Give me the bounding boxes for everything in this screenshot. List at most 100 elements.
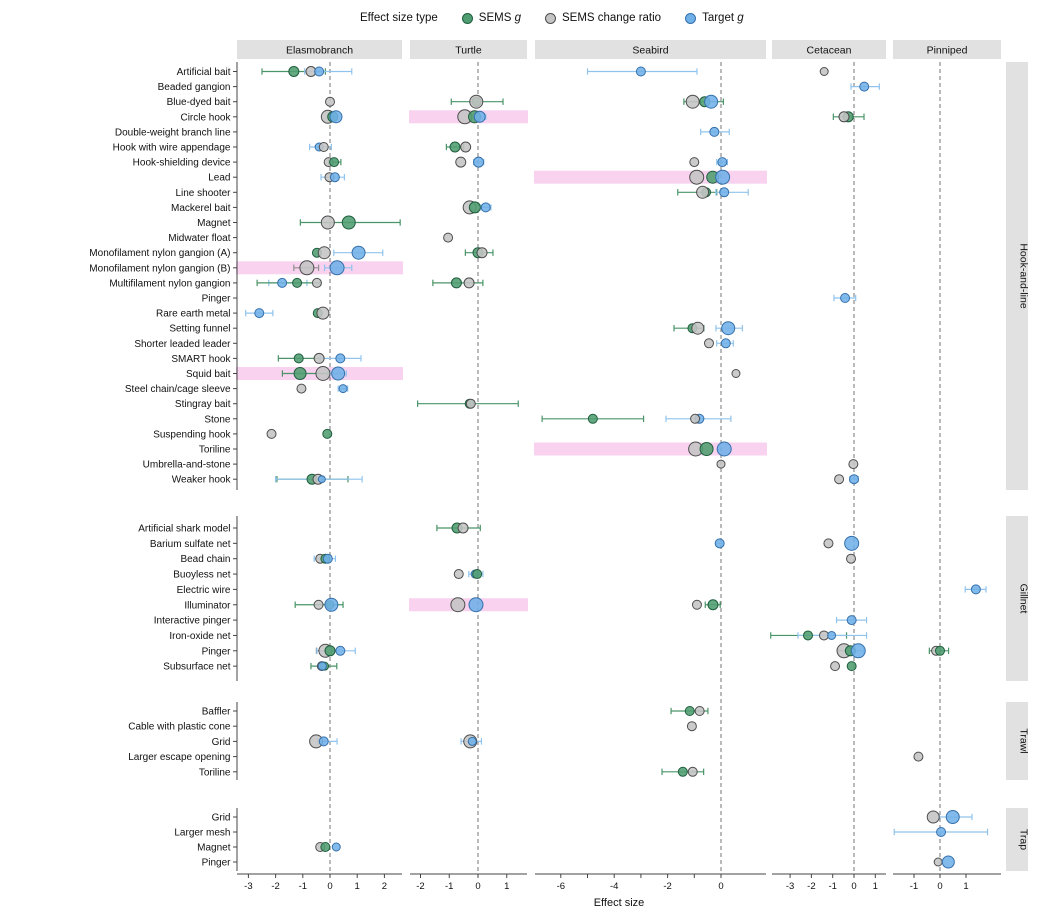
row-label: SMART hook xyxy=(171,354,231,365)
x-tick-label: -3 xyxy=(244,881,252,892)
row-label: Toriline xyxy=(199,445,231,456)
data-point-g xyxy=(472,569,483,580)
gear-strip-gillnet xyxy=(1006,516,1028,681)
data-point-t xyxy=(324,597,339,612)
data-point-cr xyxy=(450,597,466,613)
data-point-t xyxy=(329,260,345,276)
data-point-t xyxy=(849,474,859,485)
panel-header-seabird xyxy=(535,40,766,59)
x-tick-label: -1 xyxy=(299,881,307,892)
row-label: Magnet xyxy=(197,218,231,229)
data-point-cr xyxy=(685,94,700,109)
data-point-t xyxy=(715,169,731,185)
x-tick-label: -1 xyxy=(445,881,453,892)
data-point-t xyxy=(716,441,732,457)
data-point-t xyxy=(317,661,327,671)
data-point-cr xyxy=(848,459,859,470)
row-label: Multifilament nylon gangion xyxy=(109,278,230,289)
data-point-t xyxy=(473,110,486,123)
row-label: Baffler xyxy=(202,707,231,718)
x-tick-label: -2 xyxy=(416,881,424,892)
data-point-cr xyxy=(315,366,331,381)
data-point-t xyxy=(314,66,325,77)
data-point-cr xyxy=(689,157,700,168)
data-point-g xyxy=(677,766,688,777)
gear-strip-label: Gillnet xyxy=(1018,584,1030,614)
row-label: Artificial shark model xyxy=(138,524,230,535)
data-point-g xyxy=(320,842,331,852)
data-point-cr xyxy=(317,246,331,260)
data-point-t xyxy=(467,736,477,746)
x-tick-label: 0 xyxy=(475,881,480,892)
data-point-cr xyxy=(913,751,924,762)
legend-item-label: SEMS change ratio xyxy=(561,12,662,24)
gear-strip-label: Trap xyxy=(1018,829,1030,850)
data-point-t xyxy=(941,855,955,869)
data-point-t xyxy=(844,535,860,551)
data-point-g xyxy=(699,442,714,456)
row-label: Subsurface net xyxy=(163,662,230,673)
row-label: Pinger xyxy=(202,858,232,869)
x-tick-label: -2 xyxy=(271,881,279,892)
highlight-band xyxy=(236,261,403,275)
highlight-band xyxy=(534,170,767,184)
data-point-cr xyxy=(703,338,714,349)
data-point-cr xyxy=(926,810,940,824)
data-point-t xyxy=(840,293,851,303)
data-point-g xyxy=(324,645,336,657)
row-label: Beaded gangion xyxy=(158,82,231,93)
data-point-cr xyxy=(457,522,469,534)
data-point-cr xyxy=(691,599,702,610)
row-label: Umbrella-and-stone xyxy=(143,460,231,471)
data-point-t xyxy=(480,202,491,213)
gear-strip-hook xyxy=(1006,62,1028,490)
row-label: Squid bait xyxy=(186,369,231,380)
data-point-cr xyxy=(834,474,845,485)
x-tick-label: -2 xyxy=(807,881,815,892)
gear-strip-trap xyxy=(1006,808,1028,871)
data-point-cr xyxy=(465,398,476,409)
axes-layer: Elasmobranch -3 -2 -1 0 1 2 Turtle -2 -1 0 1 Seabird… xyxy=(89,40,1030,909)
data-point-cr xyxy=(838,111,850,123)
gear-strip-trawl xyxy=(1006,702,1028,780)
data-point-cr xyxy=(716,459,726,469)
x-tick-label: -4 xyxy=(610,881,618,892)
legend-item-target-g: Target g xyxy=(685,12,744,24)
target-g-dot-icon xyxy=(685,12,697,24)
data-point-t xyxy=(635,66,646,77)
data-point-cr xyxy=(318,142,329,152)
data-point-t xyxy=(338,384,348,394)
panel-header-label: Turtle xyxy=(455,45,482,57)
x-tick-label: 1 xyxy=(504,881,509,892)
legend-item-label: SEMS g xyxy=(478,12,521,24)
data-point-g xyxy=(587,413,598,424)
data-point-cr xyxy=(455,156,467,168)
data-point-g xyxy=(341,215,356,230)
data-point-g xyxy=(322,428,333,439)
data-point-cr xyxy=(819,67,829,76)
row-label: Setting funnel xyxy=(169,324,230,335)
row-label: Larger escape opening xyxy=(128,752,230,763)
row-label: Blue-dyed bait xyxy=(167,97,231,108)
data-point-cr xyxy=(325,96,335,107)
data-point-g xyxy=(449,141,461,153)
data-point-cr xyxy=(830,661,841,672)
data-point-t xyxy=(335,645,346,656)
data-point-cr xyxy=(818,630,829,641)
gridline-layer xyxy=(329,62,941,873)
data-point-g xyxy=(293,353,304,364)
data-point-t xyxy=(335,353,346,364)
legend-item-sems-g: SEMS g xyxy=(461,12,521,24)
data-point-t xyxy=(351,245,366,260)
x-tick-label: 2 xyxy=(382,881,387,892)
data-point-g xyxy=(935,645,945,656)
panel-header-cetacean xyxy=(772,40,886,59)
data-point-cr xyxy=(460,141,472,153)
row-label: Lead xyxy=(208,173,230,184)
panel-header-pinniped xyxy=(893,40,1001,59)
data-point-t xyxy=(331,842,341,852)
data-point-cr xyxy=(313,352,325,364)
data-point-g xyxy=(450,277,462,289)
data-point-t xyxy=(721,321,736,336)
row-label: Illuminator xyxy=(184,600,231,611)
